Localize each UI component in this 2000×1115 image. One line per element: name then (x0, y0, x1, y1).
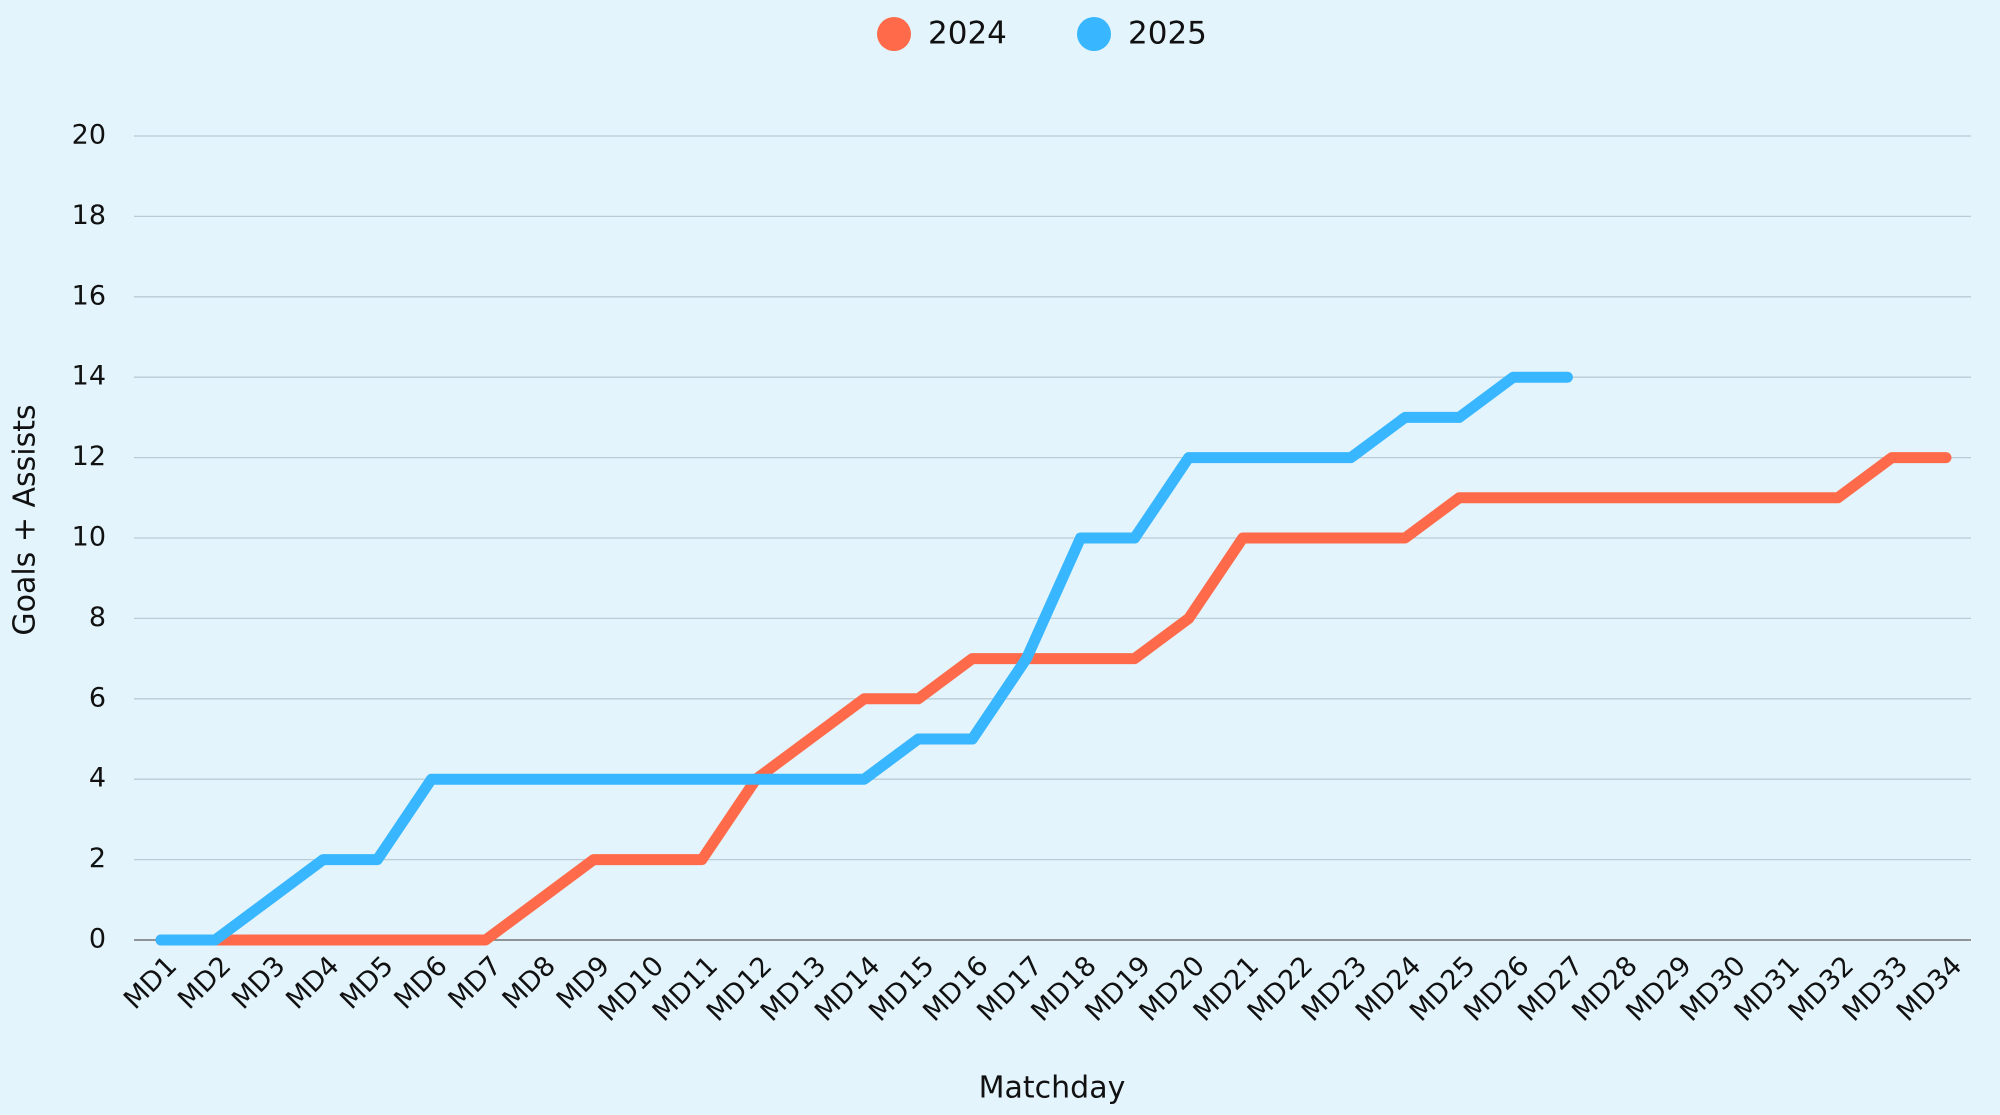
x-tick-label: MD7 (443, 950, 508, 1015)
series-line (155, 371, 1573, 946)
y-tick-label: 6 (89, 682, 106, 713)
y-tick-label: 14 (72, 361, 106, 392)
y-tick-label: 12 (72, 441, 106, 472)
y-tick-label: 8 (89, 602, 106, 633)
legend-marker (1077, 17, 1111, 51)
y-tick-label: 4 (89, 763, 106, 794)
y-tick-label: 16 (72, 280, 106, 311)
x-axis-title: Matchday (979, 1071, 1126, 1106)
legend-label: 2025 (1128, 16, 1207, 52)
x-tick-label: MD5 (334, 950, 399, 1015)
x-tick-label: MD4 (280, 950, 345, 1015)
y-axis-title: Goals + Assists (8, 404, 43, 635)
x-tick-label: MD8 (497, 950, 562, 1015)
x-tick-label: MD3 (226, 950, 291, 1015)
y-tick-label: 20 (72, 120, 106, 151)
y-tick-label: 10 (72, 522, 106, 553)
legend-label: 2024 (928, 16, 1007, 52)
x-tick-label: MD2 (172, 950, 237, 1015)
legend-marker (877, 17, 911, 51)
y-tick-label: 18 (72, 200, 106, 231)
y-tick-label: 2 (89, 843, 106, 874)
x-tick-label: MD6 (388, 950, 453, 1015)
y-tick-label: 0 (89, 924, 106, 955)
x-tick-label: MD1 (118, 950, 183, 1015)
series-line (155, 452, 1952, 946)
